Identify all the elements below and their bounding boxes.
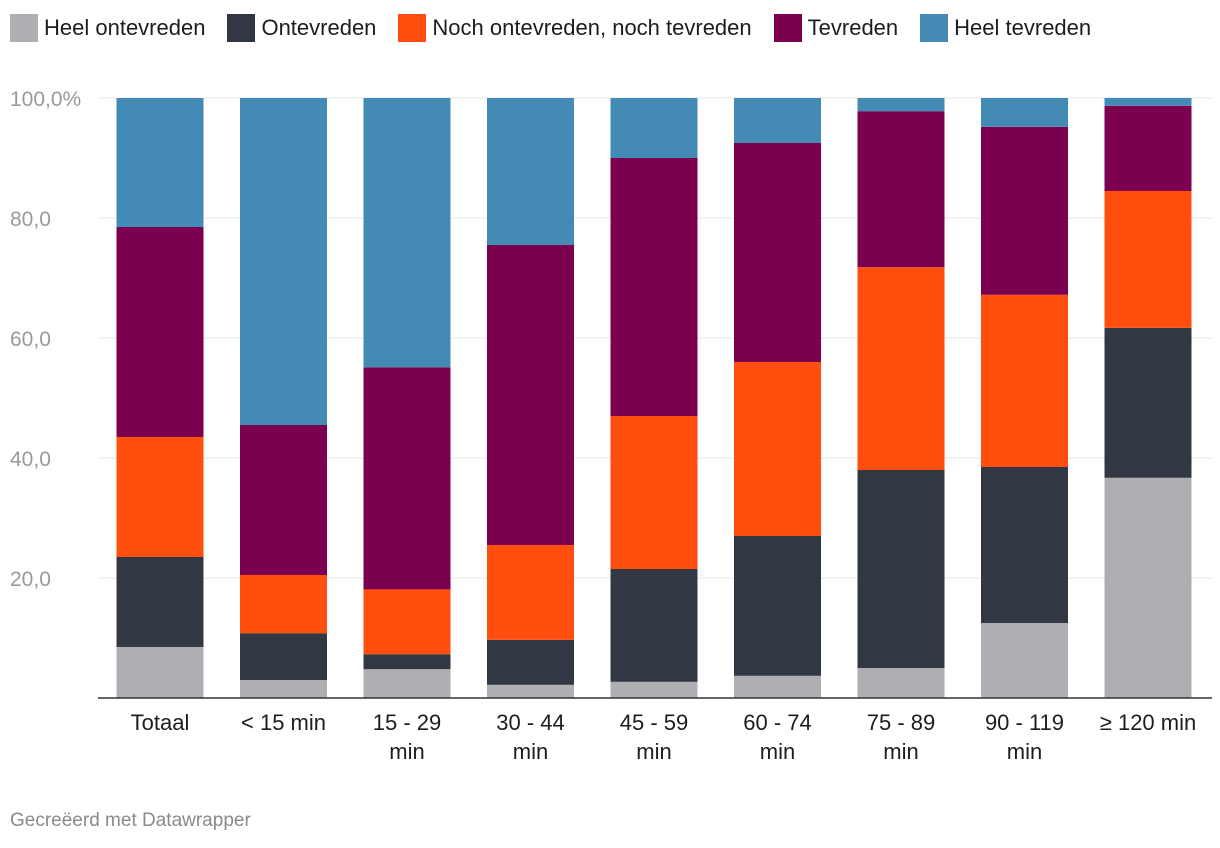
bar-segment [610, 681, 698, 698]
bar-segment [240, 575, 327, 634]
bar-segment [857, 267, 945, 470]
x-tick-label: 75 - 89 min [867, 710, 936, 764]
legend-label: Heel tevreden [954, 15, 1092, 40]
bar-segment [240, 425, 327, 575]
legend-item-1: Ontevreden [227, 14, 376, 42]
bar-segment [857, 98, 945, 112]
legend-item-2: Noch ontevreden, noch tevreden [398, 14, 752, 42]
bar-segment [1104, 105, 1192, 191]
legend-label: Tevreden [807, 15, 899, 40]
bar-segment [363, 589, 451, 655]
bar-segment [981, 294, 1068, 467]
footer-credit: Gecreëerd met Datawrapper [10, 810, 251, 831]
bar-segment [363, 669, 451, 698]
legend: Heel ontevreden Ontevreden Noch ontevreden… [10, 12, 1113, 44]
bar-segment [734, 675, 821, 698]
x-tick-label: 45 - 59 min [620, 710, 689, 764]
legend-item-3: Tevreden [773, 14, 899, 42]
bar-segment [487, 639, 574, 685]
bar-segment [610, 158, 698, 416]
bar-segment [240, 680, 327, 698]
bar-segment [981, 467, 1068, 623]
bar-segment [857, 111, 945, 268]
legend-label: Heel ontevreden [44, 15, 206, 40]
y-tick-label: 80,0 [10, 208, 51, 231]
x-tick-label: 30 - 44 min [496, 710, 565, 764]
bar-segment [116, 227, 204, 437]
x-tick-label: < 15 min [241, 710, 326, 735]
bar-segment [487, 98, 574, 245]
bar-segment [981, 623, 1068, 698]
legend-label: Noch ontevreden, noch tevreden [432, 15, 752, 40]
bar-segment [116, 98, 204, 227]
x-tick-label: 15 - 29 min [373, 710, 442, 764]
bar-segment [240, 98, 327, 425]
bar-segment [857, 470, 945, 668]
bar-segment [981, 98, 1068, 127]
bar-segment [116, 647, 204, 698]
bar-segment [610, 98, 698, 158]
bar-segment [734, 98, 821, 143]
bar-segment [487, 245, 574, 545]
x-tick-label: 60 - 74 min [743, 710, 812, 764]
legend-swatch [773, 14, 802, 42]
bar-segment [734, 143, 821, 362]
x-tick-label: ≥ 120 min [1100, 710, 1196, 735]
legend-swatch [398, 14, 427, 42]
y-tick-label: 20,0 [10, 568, 51, 591]
bar-segment [487, 684, 574, 698]
legend-item-0: Heel ontevreden [10, 14, 205, 42]
bar-segment [363, 98, 451, 368]
x-tick-label: 90 - 119 min [985, 710, 1064, 764]
bar-segment [857, 668, 945, 698]
bar-segment [734, 362, 821, 536]
bar-segment [1104, 191, 1192, 328]
legend-swatch [227, 14, 256, 42]
bar-segment [487, 545, 574, 640]
stacked-bar-chart: 20,0 40,0 60,0 80,0 100,0% Totaal < 15 min 15 -… [10, 88, 1212, 764]
bar-segment [1104, 98, 1192, 106]
legend-label: Ontevreden [261, 15, 377, 40]
bar-segment [240, 633, 327, 680]
bar-segment [116, 557, 204, 647]
y-tick-label: 100,0% [10, 88, 81, 111]
bar-segment [734, 536, 821, 676]
bar-segment [116, 437, 204, 557]
bar-segment [363, 654, 451, 670]
bar-segment [610, 416, 698, 569]
x-tick-label: Totaal [131, 710, 190, 735]
legend-swatch [920, 14, 949, 42]
y-tick-label: 40,0 [10, 448, 51, 471]
legend-item-4: Heel tevreden [920, 14, 1091, 42]
bar-segment [1104, 477, 1192, 698]
bar-segment [981, 126, 1068, 295]
bar-segment [1104, 327, 1192, 478]
y-tick-label: 60,0 [10, 328, 51, 351]
bar-segment [363, 367, 451, 590]
bar-segment [610, 569, 698, 682]
legend-swatch [10, 14, 38, 42]
